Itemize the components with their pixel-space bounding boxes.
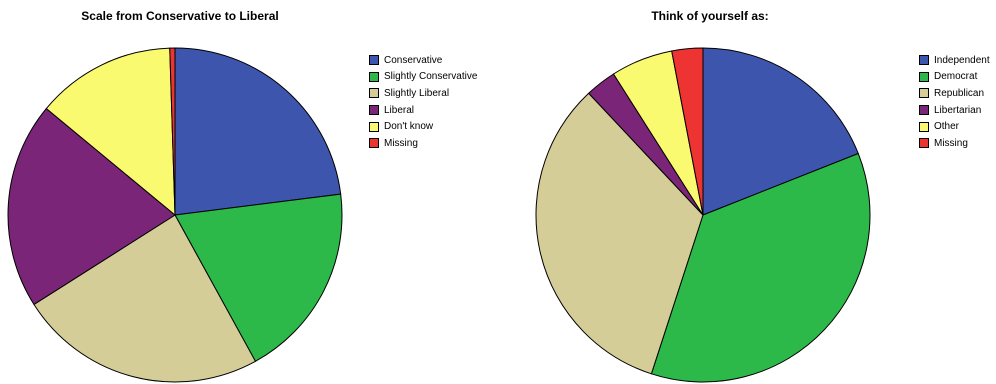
legend-item: Other xyxy=(919,118,990,135)
legend-swatch xyxy=(369,88,379,99)
legend-label: Other xyxy=(934,121,960,133)
legend-item: Democrat xyxy=(919,69,990,86)
legend-label: Republican xyxy=(934,87,985,99)
legend-swatch xyxy=(919,71,929,82)
pie-slice-ideology-slightly-conservative xyxy=(174,193,343,363)
legend-swatch xyxy=(919,55,929,66)
legend-label: Libertarian xyxy=(934,104,982,116)
legend-swatch xyxy=(919,88,929,99)
legend-item: Republican xyxy=(919,85,990,102)
legend-swatch xyxy=(369,105,379,116)
legend-item: Slightly Liberal xyxy=(369,85,477,102)
legend-party-identity: Independent Democrat Republican Libertar… xyxy=(919,52,990,152)
legend-label: Independent xyxy=(934,54,990,66)
legend-label: Missing xyxy=(934,137,968,149)
legend-label: Democrat xyxy=(934,71,978,83)
legend-item: Libertarian xyxy=(919,102,990,119)
legend-label: Conservative xyxy=(384,54,443,66)
legend-item: Independent xyxy=(919,52,990,69)
legend-label: Liberal xyxy=(384,104,415,116)
pie-slice-ideology-slightly-liberal xyxy=(33,214,257,383)
legend-label: Slightly Conservative xyxy=(384,71,478,83)
pie-slice-party-republican xyxy=(535,92,704,375)
legend-item: Slightly Conservative xyxy=(369,69,477,86)
legend-swatch xyxy=(369,138,379,149)
legend-swatch xyxy=(919,138,929,149)
legend-item: Missing xyxy=(369,135,477,152)
legend-item: Conservative xyxy=(369,52,477,69)
chart-title-party-identity: Think of yourself as: xyxy=(651,9,769,23)
legend-swatch xyxy=(369,71,379,82)
legend-item: Missing xyxy=(919,135,990,152)
legend-swatch xyxy=(919,105,929,116)
legend-swatch xyxy=(369,121,379,132)
legend-item: Don't know xyxy=(369,118,477,135)
pie-slice-ideology-liberal xyxy=(7,107,176,306)
pie-slice-ideology-conservative xyxy=(174,47,342,216)
legend-swatch xyxy=(369,55,379,66)
legend-label: Don't know xyxy=(384,121,434,133)
legend-item: Liberal xyxy=(369,102,477,119)
pie-slice-party-democrat xyxy=(650,152,871,383)
pie-slice-party-missing xyxy=(671,47,704,216)
legend-label: Missing xyxy=(384,137,418,149)
pie-slice-ideology-missing xyxy=(169,47,176,216)
pie-slice-party-independent xyxy=(702,47,859,216)
chart-title-ideology-scale: Scale from Conservative to Liberal xyxy=(81,9,279,23)
legend-label: Slightly Liberal xyxy=(384,87,450,99)
legend-swatch xyxy=(919,121,929,132)
legend-ideology-scale: Conservative Slightly Conservative Sligh… xyxy=(369,52,477,152)
pie-slice-ideology-don-t-know xyxy=(45,47,176,217)
